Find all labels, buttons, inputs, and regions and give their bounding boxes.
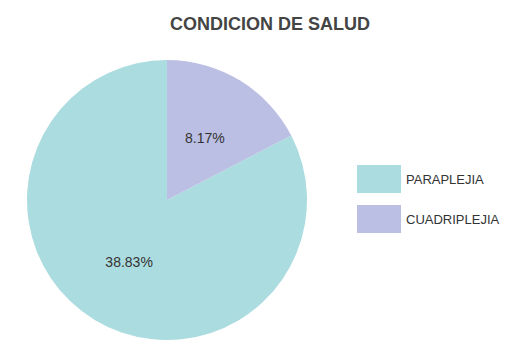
svg-text:CUADRIPLEJIA: CUADRIPLEJIA: [406, 212, 500, 227]
svg-text:CONDICION DE SALUD: CONDICION DE SALUD: [170, 14, 370, 34]
svg-text:PARAPLEJIA: PARAPLEJIA: [406, 172, 484, 187]
svg-text:8.17%: 8.17%: [185, 130, 225, 146]
svg-text:38.83%: 38.83%: [105, 254, 152, 270]
